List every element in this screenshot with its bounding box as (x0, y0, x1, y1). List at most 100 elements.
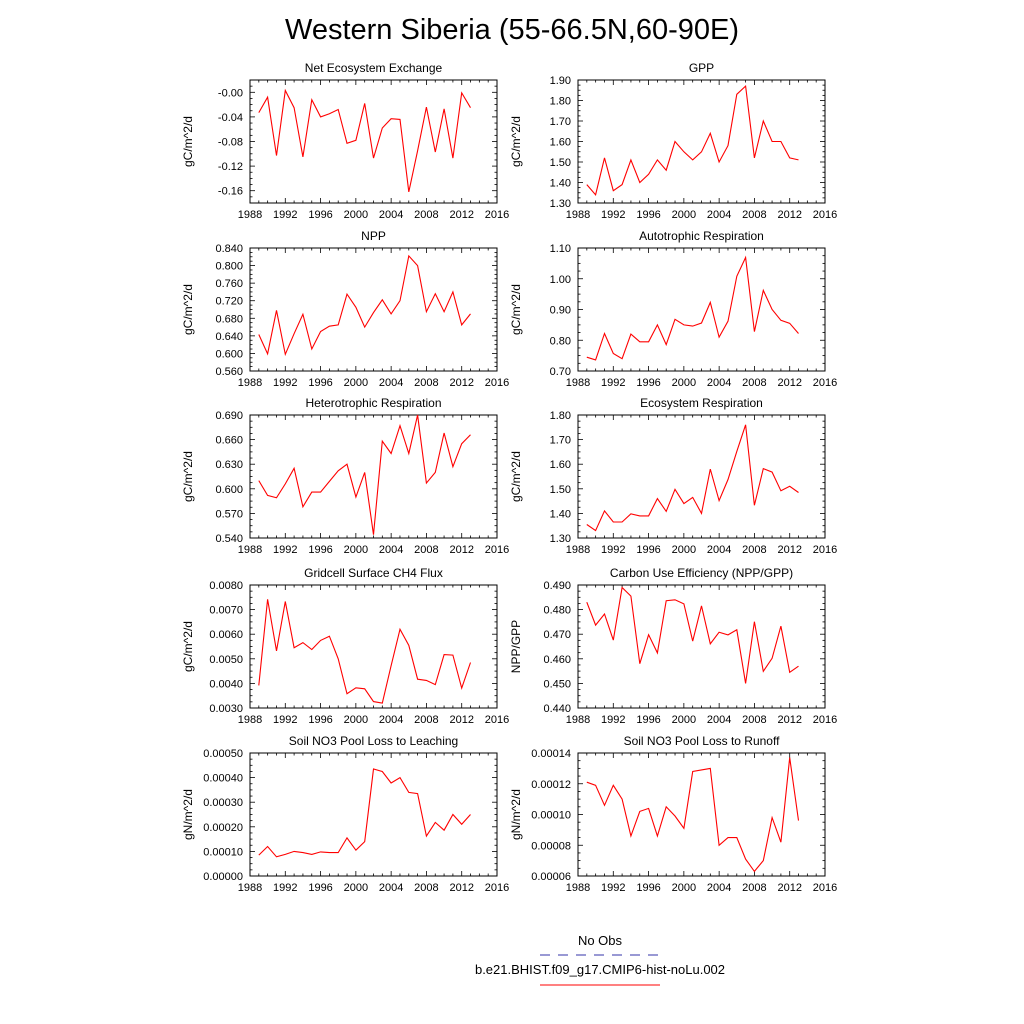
panel-title: NPP (361, 229, 386, 243)
series-line (258, 414, 471, 535)
y-tick-label: 0.640 (215, 331, 243, 343)
x-tick-label: 1992 (601, 377, 625, 389)
x-tick-label: 1988 (238, 882, 262, 894)
y-tick-label: 0.90 (550, 305, 571, 317)
x-tick-label: 2016 (485, 882, 509, 894)
y-tick-label: 1.10 (550, 243, 571, 255)
x-tick-label: 1992 (273, 882, 297, 894)
x-tick-label: 1992 (273, 209, 297, 221)
y-tick-label: 0.460 (543, 654, 571, 666)
x-tick-label: 2004 (379, 209, 403, 221)
x-tick-label: 1996 (636, 377, 660, 389)
y-tick-label: 0.600 (215, 348, 243, 360)
y-tick-label: 0.570 (215, 508, 243, 520)
y-tick-label: 1.30 (550, 533, 571, 545)
series-line (586, 255, 799, 361)
y-tick-label: 0.0060 (209, 629, 243, 641)
y-axis-label: gC/m^2/d (181, 451, 195, 502)
panel-frame (577, 584, 826, 709)
x-tick-label: 1992 (601, 209, 625, 221)
x-tick-label: 1996 (308, 882, 332, 894)
panel-frame (249, 584, 498, 709)
series-line (586, 424, 799, 532)
x-tick-label: 2008 (414, 882, 438, 894)
x-tick-label: 2004 (707, 377, 731, 389)
panel-0: 1988 1992 1996 2000 2004 2008 2012 2016 -0.00 -0.… (181, 61, 509, 221)
x-tick-label: 1988 (566, 714, 590, 726)
x-tick-label: 1996 (636, 544, 660, 556)
panel-title: Soil NO3 Pool Loss to Leaching (289, 734, 458, 748)
y-tick-label: 0.600 (215, 484, 243, 496)
x-tick-label: 1988 (566, 882, 590, 894)
x-tick-label: 2012 (777, 209, 801, 221)
y-tick-label: 0.00020 (203, 822, 243, 834)
x-tick-label: 2016 (813, 882, 837, 894)
x-tick-label: 1996 (308, 209, 332, 221)
x-tick-label: 2004 (707, 544, 731, 556)
y-tick-label: 0.0070 (209, 605, 243, 617)
x-tick-label: 1988 (238, 714, 262, 726)
x-tick-label: 2012 (449, 882, 473, 894)
y-tick-label: 0.00008 (531, 840, 571, 852)
y-axis-label: NPP/GPP (509, 620, 523, 673)
x-tick-label: 2016 (485, 544, 509, 556)
y-tick-label: -0.04 (218, 112, 243, 124)
y-tick-label: 0.720 (215, 296, 243, 308)
y-tick-label: -0.00 (218, 87, 243, 99)
y-tick-label: 0.00040 (203, 773, 243, 785)
y-tick-label: 1.80 (550, 410, 571, 422)
y-tick-label: 0.0040 (209, 678, 243, 690)
y-tick-label: 1.70 (550, 435, 571, 447)
panel-4: 1988 1992 1996 2000 2004 2008 2012 2016 0.540 0.5… (181, 396, 509, 556)
x-tick-label: 2016 (813, 377, 837, 389)
panel-1: 1988 1992 1996 2000 2004 2008 2012 2016 1.30 1.40… (509, 61, 837, 221)
panel-title: Ecosystem Respiration (640, 396, 763, 410)
y-tick-label: 1.00 (550, 274, 571, 286)
x-tick-label: 1996 (308, 714, 332, 726)
y-tick-label: 0.450 (543, 678, 571, 690)
panel-frame (577, 247, 826, 372)
x-tick-label: 2016 (485, 209, 509, 221)
series-line (586, 757, 800, 873)
y-axis-label: gN/m^2/d (509, 789, 523, 840)
y-tick-label: 1.90 (550, 75, 571, 87)
x-tick-label: 1988 (238, 209, 262, 221)
y-tick-label: 1.60 (550, 137, 571, 149)
y-tick-label: 0.00000 (203, 871, 243, 883)
y-tick-label: 0.00010 (531, 810, 571, 822)
y-axis-label: gC/m^2/d (181, 116, 195, 167)
x-tick-label: 2008 (414, 714, 438, 726)
x-tick-label: 1992 (273, 544, 297, 556)
y-tick-label: -0.12 (218, 161, 243, 173)
y-axis-label: gC/m^2/d (181, 621, 195, 672)
x-tick-label: 2016 (813, 544, 837, 556)
y-tick-label: 0.690 (215, 410, 243, 422)
y-tick-label: 0.00006 (531, 871, 571, 883)
y-tick-label: 0.490 (543, 580, 571, 592)
x-tick-label: 2012 (777, 714, 801, 726)
y-tick-label: 0.760 (215, 278, 243, 290)
x-tick-label: 2012 (449, 209, 473, 221)
x-tick-label: 2004 (707, 209, 731, 221)
x-tick-label: 2008 (742, 377, 766, 389)
panel-title: Carbon Use Efficiency (NPP/GPP) (610, 566, 793, 580)
x-tick-label: 2012 (449, 714, 473, 726)
x-tick-label: 1992 (273, 377, 297, 389)
panel-9: 1988 1992 1996 2000 2004 2008 2012 2016 0.00006 0… (509, 734, 837, 894)
panel-frame (249, 247, 498, 372)
x-tick-label: 2016 (813, 209, 837, 221)
x-tick-label: 2012 (449, 544, 473, 556)
x-tick-label: 1996 (636, 714, 660, 726)
panel-5: 1988 1992 1996 2000 2004 2008 2012 2016 1.30 1.40… (509, 396, 837, 556)
x-tick-label: 1996 (308, 544, 332, 556)
y-tick-label: 0.680 (215, 313, 243, 325)
x-tick-label: 2012 (449, 377, 473, 389)
x-tick-label: 2016 (813, 714, 837, 726)
panel-title: GPP (689, 61, 714, 75)
y-tick-label: 0.480 (543, 605, 571, 617)
panel-title: Heterotrophic Respiration (305, 396, 441, 410)
panel-title: Gridcell Surface CH4 Flux (304, 566, 443, 580)
x-tick-label: 2012 (777, 882, 801, 894)
panel-title: Autotrophic Respiration (639, 229, 764, 243)
x-tick-label: 2000 (344, 544, 368, 556)
